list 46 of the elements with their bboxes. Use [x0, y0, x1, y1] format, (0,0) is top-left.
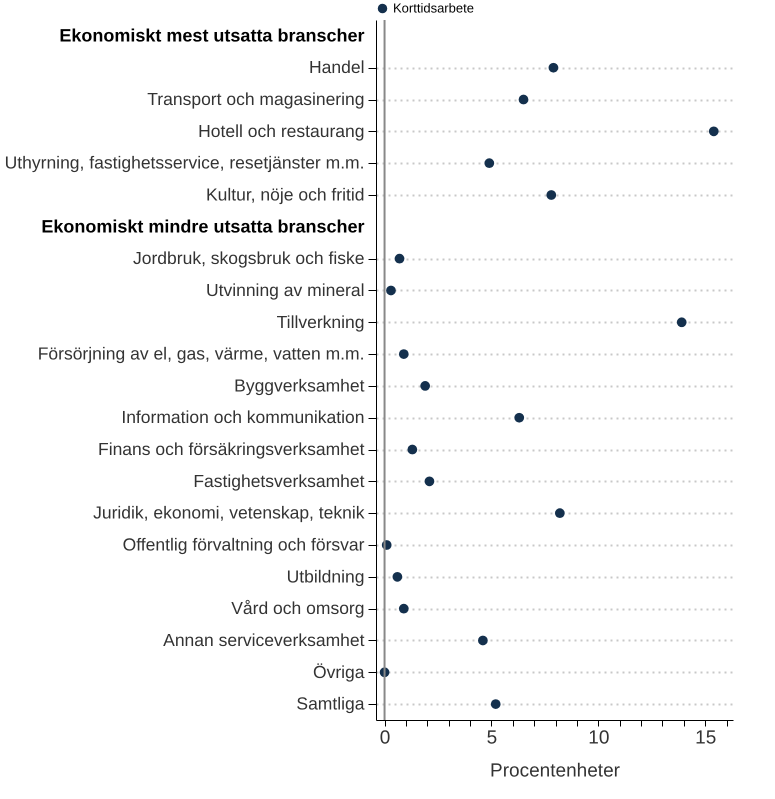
point — [398, 604, 409, 614]
y-tick-label: Ekonomiskt mindre utsatta branscher — [41, 216, 364, 236]
point — [484, 158, 494, 168]
legend-label: Korttidsarbete — [393, 0, 474, 16]
y-tick-label: Utvinning av mineral — [206, 280, 364, 300]
y-tick-label: Kultur, nöje och fritid — [206, 184, 364, 204]
y-tick-label: Information och kommunikation — [121, 407, 364, 428]
y-tick-label: Försörjning av el, gas, värme, vatten m.m. — [38, 344, 364, 364]
y-tick-label: Transport och magasinering — [147, 89, 364, 110]
point — [420, 381, 430, 391]
point — [708, 126, 719, 136]
point — [424, 476, 434, 486]
x-tick-label: 10 — [588, 728, 610, 748]
y-tick-label: Uthyrning, fastighetsservice, resetjänster m.m. — [4, 152, 364, 173]
y-tick-label: Tillverkning — [276, 312, 364, 332]
point — [676, 317, 687, 328]
point — [514, 412, 524, 423]
point — [548, 62, 558, 73]
y-tick-label: Offentlig förvaltning och försvar — [122, 534, 365, 554]
point — [518, 94, 528, 104]
y-tick-label: Handel — [309, 57, 364, 78]
x-tick-label: 0 — [380, 728, 390, 748]
y-tick-label: Juridik, ekonomi, vetenskap, teknik — [93, 502, 365, 523]
point — [398, 349, 409, 359]
point — [407, 444, 418, 454]
y-tick-label: Hotell och restaurang — [198, 120, 364, 141]
point — [392, 572, 402, 582]
x-tick-label: 5 — [486, 728, 498, 748]
point — [554, 508, 565, 518]
point — [478, 636, 488, 646]
y-tick-label: Finans och försäkringsverksamhet — [98, 439, 365, 460]
x-tick-label: 15 — [695, 728, 716, 748]
y-tick-label: Jordbruk, skogsbruk och fiske — [133, 248, 364, 268]
point — [386, 286, 396, 296]
point — [394, 254, 404, 264]
y-tick-label: Annan serviceverksamhet — [163, 630, 365, 650]
x-axis-title: Procentenheter — [490, 760, 621, 782]
y-tick-label: Vård och omsorg — [231, 598, 364, 618]
y-tick-label: Samtliga — [296, 694, 365, 714]
point — [490, 699, 501, 709]
point — [546, 190, 556, 200]
y-tick-label: Ekonomiskt mest utsatta branscher — [59, 25, 364, 46]
y-tick-label: Fastighetsverksamhet — [193, 470, 365, 491]
y-tick-label: Byggverksamhet — [234, 375, 365, 396]
y-tick-label: Övriga — [312, 662, 365, 682]
y-tick-label: Utbildning — [286, 566, 364, 586]
